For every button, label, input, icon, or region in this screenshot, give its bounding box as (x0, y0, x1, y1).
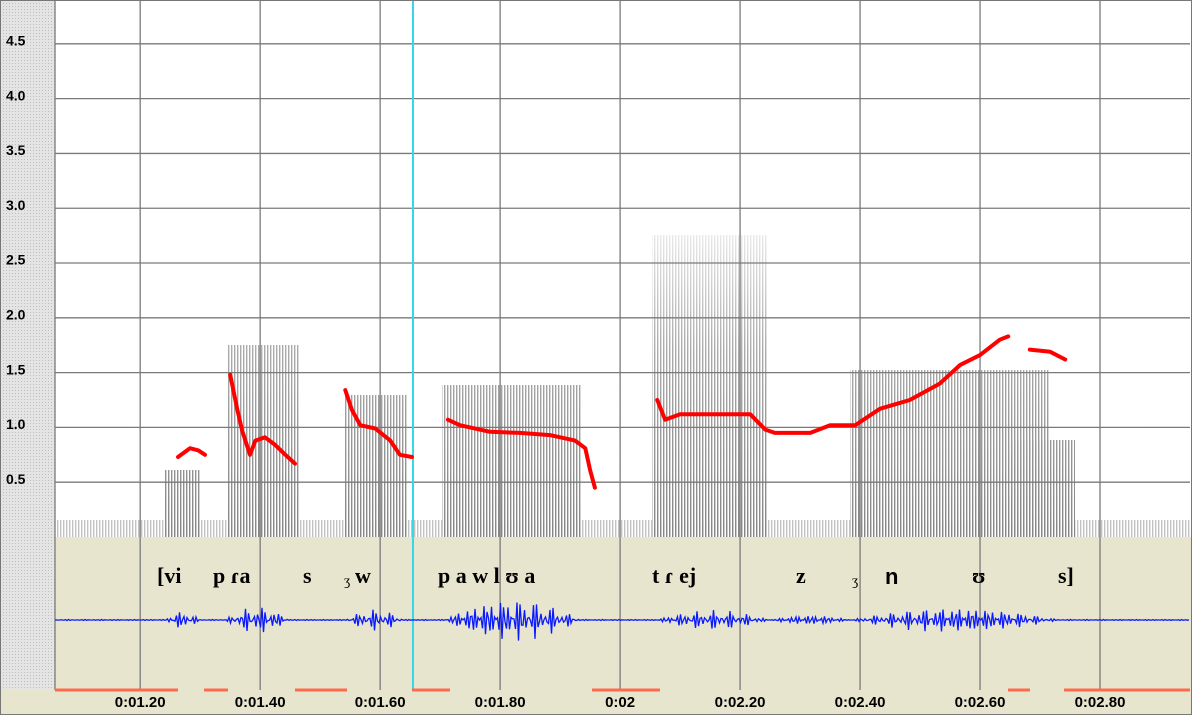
x-tick-label: 0:02 (605, 694, 635, 711)
annotation: s] (1058, 563, 1074, 588)
time-axis-panel (0, 690, 1192, 715)
x-tick-label: 0:02.40 (835, 694, 886, 711)
y-axis-panel (0, 0, 55, 690)
annotation: w (355, 563, 371, 588)
annotation: ʊ (972, 563, 986, 588)
y-tick-label: 0.5 (6, 471, 26, 487)
annotation: s (303, 563, 312, 588)
x-tick-label: 0:02.60 (955, 694, 1006, 711)
y-tick-label: 1.0 (6, 416, 26, 432)
x-tick-label: 0:01.40 (235, 694, 286, 711)
annotation: n (885, 564, 898, 589)
y-tick-label: 4.5 (6, 33, 26, 49)
y-tick-label: 3.5 (6, 142, 26, 158)
y-tick-label: 2.5 (6, 252, 26, 268)
y-tick-label: 3.0 (6, 197, 26, 213)
annotation: p ɾa (213, 563, 251, 588)
y-tick-label: 4.0 (6, 87, 26, 103)
x-tick-label: 0:01.60 (355, 694, 406, 711)
annotation: p a w l ʊ a (438, 563, 535, 588)
x-tick-label: 0:01.20 (115, 694, 166, 711)
waveform-panel (55, 537, 1192, 690)
x-tick-label: 0:01.80 (475, 694, 526, 711)
annotation: z (796, 563, 806, 588)
y-tick-label: 1.5 (6, 361, 26, 377)
spectrogram-energy (55, 230, 1190, 537)
annotation: [vi (157, 563, 181, 588)
x-tick-label: 0:02.20 (715, 694, 766, 711)
annotation: ʒ (852, 574, 858, 589)
annotation: t ɾ ej (652, 563, 696, 588)
x-tick-label: 0:02.80 (1075, 694, 1126, 711)
annotation: ʒ (344, 574, 350, 589)
y-tick-label: 2.0 (6, 307, 26, 323)
spectrogram-window: 0.5 1.0 1.5 2.0 2.5 3.0 3.5 4.0 4.5 0:01.20 0:01.4… (0, 0, 1192, 715)
